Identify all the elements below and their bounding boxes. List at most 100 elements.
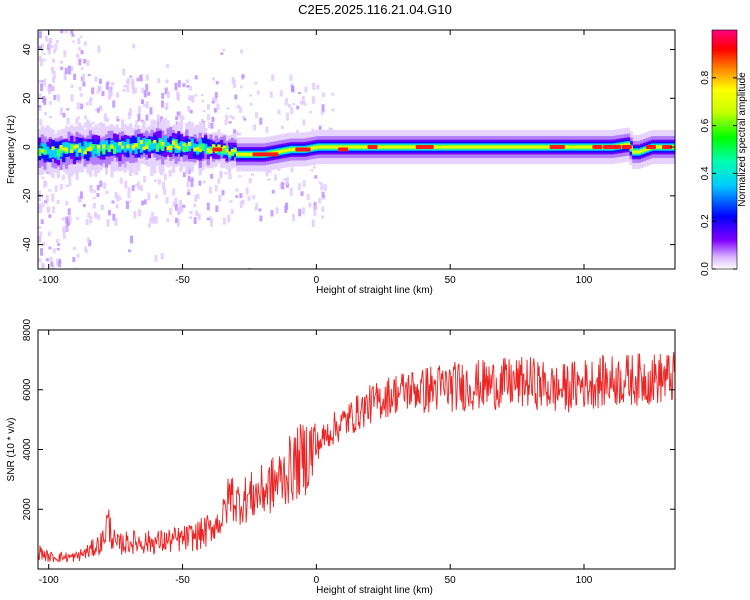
band-cell [292,148,296,151]
noise-mark [234,94,238,100]
noise-mark [141,200,145,206]
band-cell [404,145,408,149]
noise-mark [112,213,116,221]
noise-mark [174,217,178,224]
band-cell [319,145,323,149]
band-cell [484,145,489,149]
noise-mark [38,105,42,108]
band-cell [482,145,486,149]
noise-mark [323,184,327,191]
band-cell [145,141,149,149]
noise-mark [59,60,63,64]
band-cell [546,145,550,149]
band-cell [155,144,160,152]
band-cell [284,149,288,152]
band-cell [222,149,226,154]
noise-mark [211,77,215,81]
noise-mark [321,195,325,200]
noise-mark [296,105,300,110]
noise-mark [71,33,75,37]
peak-mark [611,145,622,150]
band-cell [118,145,122,153]
noise-mark [132,43,136,49]
noise-mark [46,170,50,174]
band-cell [48,149,52,159]
noise-mark [130,235,134,244]
band-cell [217,144,221,148]
band-cell [236,152,240,156]
noise-mark [290,167,294,173]
noise-mark [108,209,112,216]
noise-mark [66,117,70,125]
x-tick-label: 50 [445,275,457,286]
noise-mark [147,192,151,201]
noise-mark [226,107,230,110]
noise-mark [43,78,47,87]
noise-mark [265,126,269,133]
noise-mark [312,82,316,90]
noise-mark [68,215,72,224]
noise-mark [122,68,126,76]
noise-mark [217,178,221,184]
band-cell [533,145,537,149]
band-cell [70,149,74,154]
noise-mark [143,199,147,205]
noise-mark [259,215,263,222]
noise-mark [62,174,66,180]
band-cell [463,145,467,149]
noise-mark [289,74,293,81]
noise-mark [310,169,314,172]
band-cell [447,145,451,149]
x-axis-label: Height of straight line (km) [316,585,433,596]
noise-mark [277,168,281,171]
noise-mark [190,177,194,181]
band-cell [348,145,352,149]
noise-mark [196,193,200,199]
noise-mark [255,203,259,208]
noise-mark [286,112,290,121]
noise-mark [49,256,53,263]
band-cell [225,149,229,153]
noise-mark [209,216,213,220]
noise-mark [177,208,181,216]
noise-mark [229,115,233,119]
noise-mark [168,169,172,177]
band-cell [158,139,162,148]
noise-mark [156,114,160,121]
noise-mark [139,185,143,191]
noise-mark [45,258,49,262]
band-cell [407,145,411,149]
band-cell [182,147,186,153]
noise-mark [143,176,147,183]
noise-mark [279,90,283,97]
band-cell [43,149,47,155]
noise-mark [51,206,55,214]
noise-mark [188,95,192,101]
band-cell [91,144,95,150]
noise-mark [290,85,294,92]
noise-mark [193,217,197,224]
noise-mark [52,58,56,63]
noise-mark [111,200,115,204]
peak-mark [300,147,311,152]
noise-mark [107,96,111,100]
noise-mark [297,92,301,95]
band-cell [110,140,114,148]
noise-mark [161,92,165,99]
noise-mark [66,108,70,111]
band-cell [476,145,481,149]
noise-mark [38,93,42,97]
band-cell [361,145,366,149]
noise-mark [176,93,180,101]
noise-mark [78,47,82,52]
noise-mark [271,74,275,81]
band-cell [538,145,542,149]
x-tick-label: 50 [445,575,457,586]
band-cell [450,145,454,149]
band-cell [343,145,347,149]
noise-mark [68,65,72,68]
band-cell [169,145,173,151]
band-cell [80,146,85,156]
noise-mark [224,171,228,175]
noise-mark [285,177,289,186]
